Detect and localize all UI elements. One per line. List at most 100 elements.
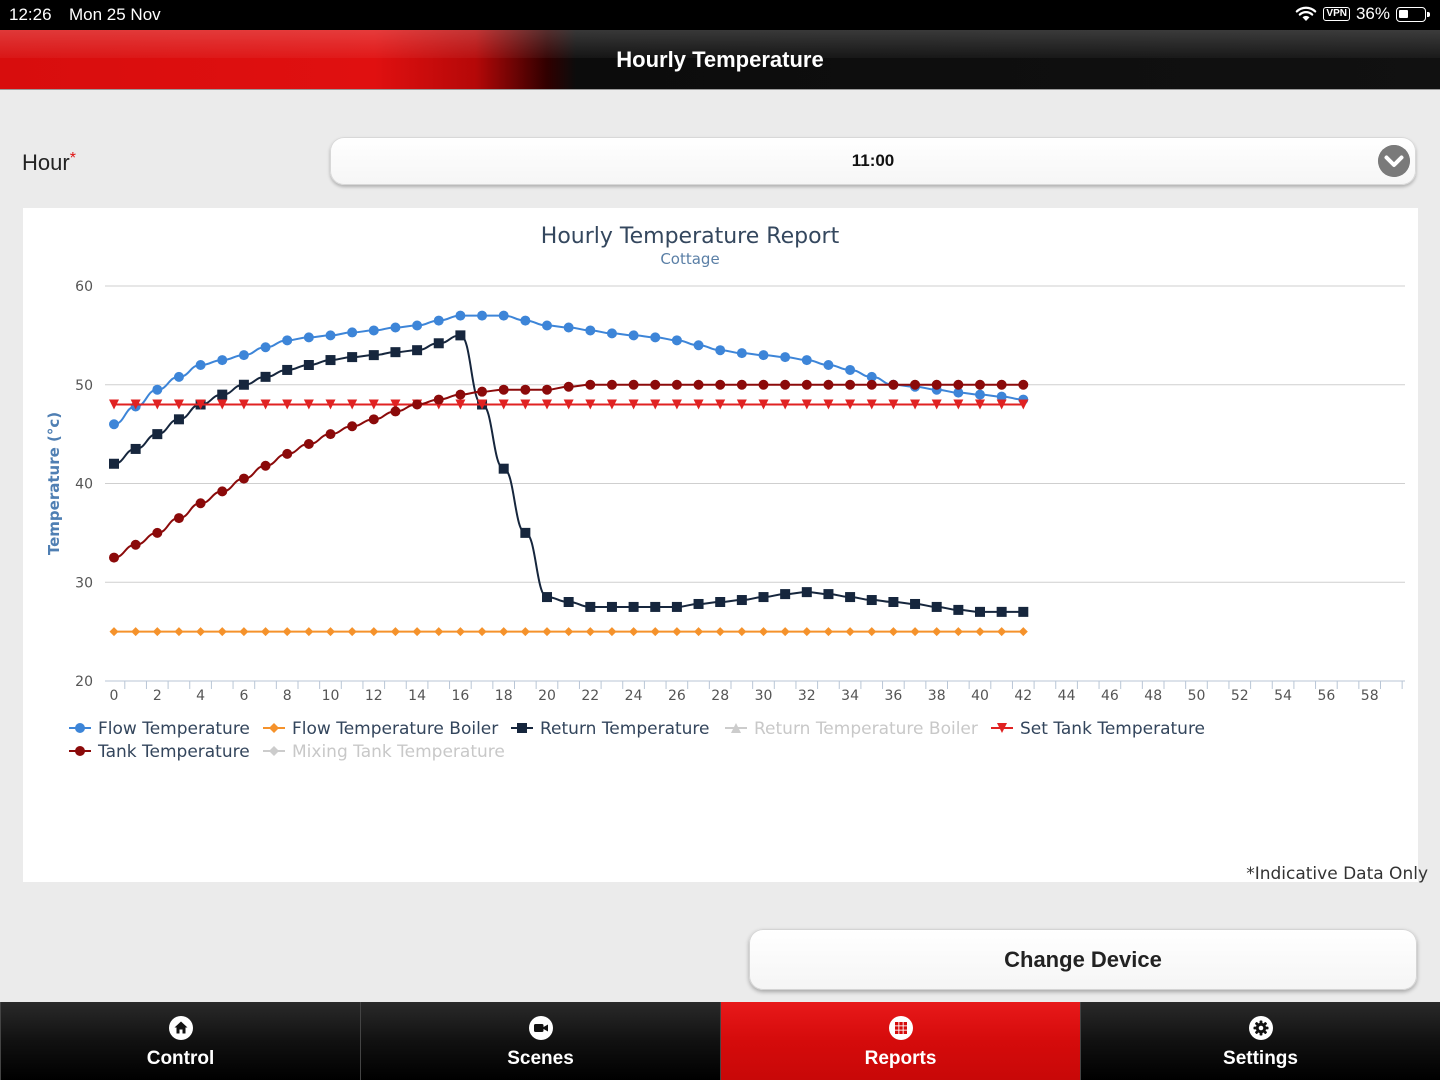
tab-settings-label: Settings [1223, 1048, 1298, 1069]
x-tick-label: 34 [841, 688, 859, 704]
series-point-5 [1018, 379, 1029, 390]
series-point-5 [715, 379, 726, 390]
series-point-0 [520, 315, 531, 326]
legend-marker [997, 723, 1007, 733]
temperature-chart: Hourly Temperature ReportCottage20304050… [45, 224, 1405, 762]
x-tick-label: 44 [1058, 688, 1076, 704]
x-tick-label: 40 [971, 688, 989, 704]
page-title: Hourly Temperature [616, 47, 824, 72]
tab-control[interactable]: Control [0, 1002, 360, 1080]
series-point-1 [304, 627, 314, 637]
series-point-5 [325, 429, 336, 440]
series-point-1 [217, 627, 227, 637]
series-point-0 [975, 389, 985, 400]
series-point-0 [715, 345, 726, 356]
hour-label-text: Hour [22, 150, 70, 175]
series-point-0 [693, 340, 704, 351]
series-point-5 [412, 399, 423, 410]
series-point-4 [736, 399, 747, 410]
series-point-1 [650, 627, 660, 637]
series-point-1 [715, 627, 725, 637]
series-point-4 [152, 399, 163, 410]
battery-fill [1399, 9, 1408, 18]
x-tick-label: 54 [1274, 688, 1292, 704]
tab-reports[interactable]: Reports [720, 1002, 1080, 1080]
series-point-4 [498, 399, 509, 410]
series-point-5 [996, 379, 1007, 390]
series-point-5 [152, 527, 163, 538]
series-point-1 [607, 627, 617, 637]
series-point-4 [130, 399, 141, 410]
series-point-5 [650, 379, 661, 390]
series-point-0 [542, 320, 552, 331]
x-tick-label: 16 [451, 688, 469, 704]
series-point-5 [109, 552, 119, 563]
series-point-5 [693, 379, 704, 390]
legend-marker [269, 746, 279, 756]
x-tick-label: 2 [153, 688, 162, 704]
series-point-0 [996, 391, 1007, 402]
series-point-1 [369, 627, 379, 637]
series-point-2 [801, 587, 812, 598]
series-point-0 [238, 350, 249, 361]
series-point-1 [629, 627, 639, 637]
series-point-4 [606, 399, 617, 410]
series-point-4 [888, 399, 899, 410]
hour-select[interactable]: 11:00 [330, 137, 1416, 185]
series-point-4 [325, 399, 336, 410]
series-point-5 [542, 384, 552, 395]
series-point-0 [109, 419, 119, 430]
series-point-5 [217, 486, 228, 497]
series-point-1 [888, 627, 898, 637]
series-point-5 [455, 389, 466, 400]
x-tick-label: 50 [1188, 688, 1206, 704]
series-point-1 [910, 627, 920, 637]
x-tick-label: 12 [365, 688, 383, 704]
tab-bar: Control Scenes Reports [0, 1002, 1440, 1080]
series-point-2 [715, 597, 726, 607]
tab-settings[interactable]: Settings [1080, 1002, 1440, 1080]
video-camera-icon [528, 1016, 553, 1040]
legend-label-0: Flow Temperature [98, 719, 250, 739]
series-point-2 [693, 598, 704, 609]
series-point-5 [498, 384, 509, 395]
series-point-0 [606, 328, 617, 339]
legend-label-2: Return Temperature [540, 719, 710, 739]
series-point-1 [109, 627, 119, 637]
change-device-button[interactable]: Change Device [749, 929, 1417, 990]
series-point-5 [477, 386, 488, 397]
series-point-5 [563, 381, 574, 392]
series-point-1 [282, 627, 292, 637]
legend-marker [75, 746, 85, 756]
legend-marker [517, 723, 527, 733]
series-point-0 [628, 330, 639, 341]
series-point-5 [195, 498, 206, 509]
series-point-2 [823, 589, 834, 600]
tab-scenes[interactable]: Scenes [360, 1002, 720, 1080]
x-tick-label: 22 [581, 688, 599, 704]
x-tick-label: 10 [322, 688, 340, 704]
series-point-4 [823, 399, 834, 410]
vpn-badge: VPN [1323, 7, 1350, 21]
series-point-2 [520, 527, 531, 538]
series-point-2 [563, 597, 574, 607]
series-point-1 [823, 627, 833, 637]
wifi-icon [1296, 6, 1317, 21]
x-tick-label: 48 [1144, 688, 1162, 704]
hour-select-value: 11:00 [851, 151, 895, 170]
series-point-2 [910, 598, 921, 609]
series-point-0 [195, 360, 206, 370]
series-point-1 [694, 627, 704, 637]
series-point-2 [433, 338, 444, 349]
series-point-1 [932, 627, 942, 637]
series-point-4 [693, 399, 704, 410]
series-point-0 [368, 325, 379, 336]
series-point-1 [564, 627, 574, 637]
series-point-2 [628, 601, 639, 612]
series-point-5 [628, 379, 639, 390]
x-tick-label: 52 [1231, 688, 1249, 704]
series-point-5 [606, 379, 617, 390]
status-bar: 12:26 Mon 25 Nov VPN 36% [0, 0, 1440, 30]
series-point-0 [563, 322, 574, 333]
chevron-down-icon[interactable] [1378, 145, 1410, 177]
